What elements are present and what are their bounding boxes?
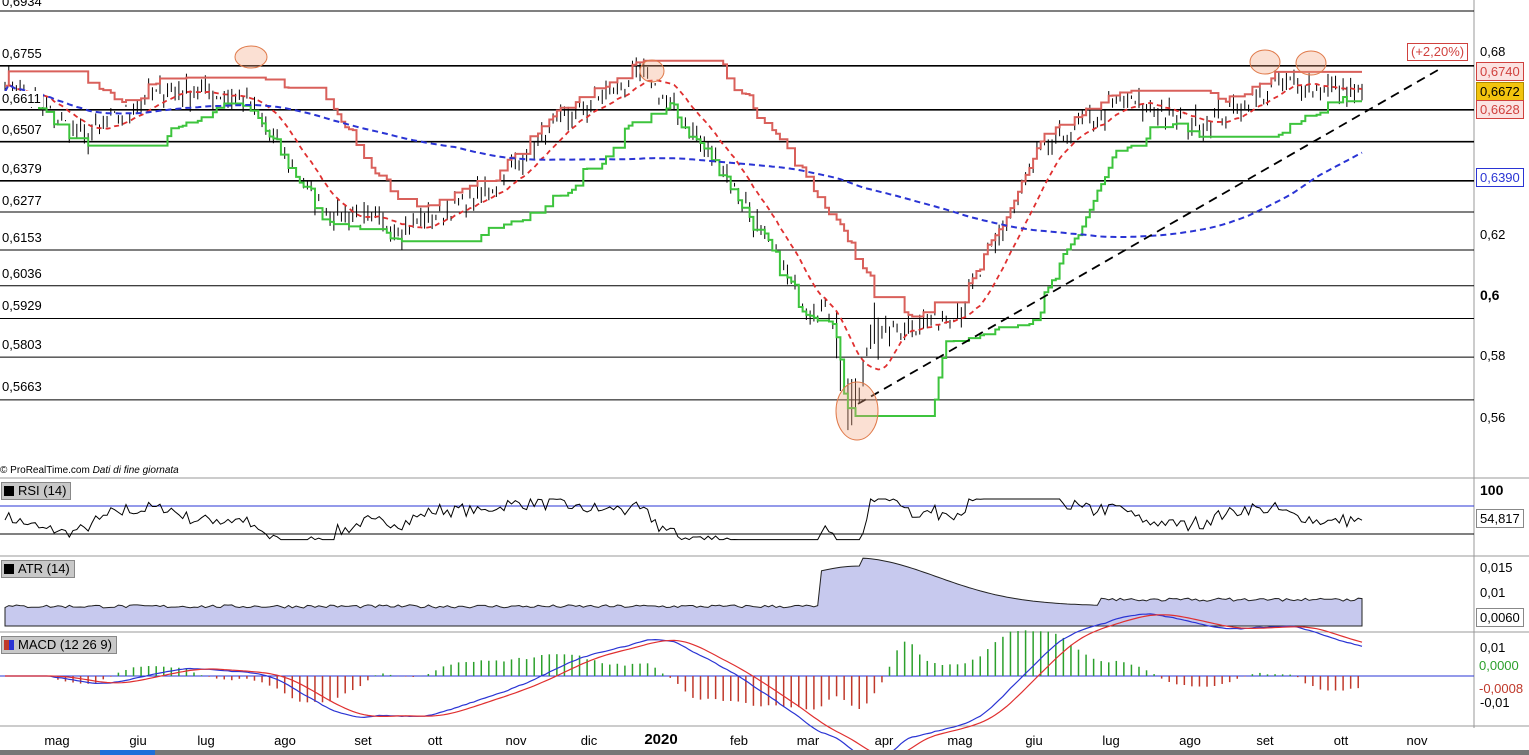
x-tick-label: 2020 bbox=[644, 731, 678, 748]
level-label: 0,5929 bbox=[0, 298, 44, 314]
moving-average-badge: 0,6390 bbox=[1476, 168, 1524, 187]
x-tick-label: nov bbox=[1406, 733, 1428, 748]
rsi-axis-top: 100 bbox=[1480, 482, 1504, 498]
highlight-ellipse bbox=[234, 45, 268, 69]
rsi-label[interactable]: RSI (14) bbox=[1, 482, 72, 500]
atr-tick-label: 0,015 bbox=[1480, 560, 1513, 575]
upper-band-badge: 0,6740 bbox=[1476, 62, 1524, 81]
macd-signal-line bbox=[5, 614, 1363, 755]
trend-line bbox=[857, 68, 1441, 405]
short-ma-line bbox=[4, 79, 1363, 371]
level-label: 0,5803 bbox=[0, 337, 44, 353]
highlight-ellipse bbox=[835, 381, 879, 441]
macd-tick-label: -0,01 bbox=[1480, 695, 1510, 710]
x-tick-label: giu bbox=[129, 733, 147, 748]
atr-area bbox=[4, 557, 1363, 627]
macd-label[interactable]: MACD (12 26 9) bbox=[1, 636, 117, 654]
y-tick-label: 0,56 bbox=[1480, 410, 1506, 425]
upper-band-line bbox=[5, 59, 1362, 318]
x-tick-label: ott bbox=[1333, 733, 1349, 748]
highlight-ellipse bbox=[639, 59, 665, 83]
rsi-value-badge: 54,817 bbox=[1476, 509, 1524, 528]
macd-square-icon bbox=[4, 640, 14, 650]
macd-line bbox=[5, 613, 1363, 755]
x-tick-label: ago bbox=[1179, 733, 1201, 748]
change-percent-badge: (+2,20%) bbox=[1407, 43, 1469, 61]
y-tick-label: 0,6 bbox=[1480, 287, 1500, 303]
highlight-ellipse bbox=[1249, 49, 1281, 75]
close-price-badge: 0,6672 bbox=[1476, 82, 1524, 101]
long-ma-line bbox=[4, 83, 1363, 238]
rsi-square-icon bbox=[4, 486, 14, 496]
level-label: 0,6507 bbox=[0, 122, 44, 138]
x-tick-label: mag bbox=[44, 733, 70, 748]
horizontal-scrollbar[interactable] bbox=[0, 750, 1529, 755]
level-label: 0,6934 bbox=[0, 0, 44, 10]
level-label: 0,6755 bbox=[0, 46, 44, 62]
level-label: 0,6611 bbox=[0, 91, 43, 107]
y-tick-label: 0,58 bbox=[1480, 348, 1506, 363]
x-tick-label: set bbox=[1256, 733, 1274, 748]
x-tick-label: mar bbox=[796, 733, 820, 748]
level-label: 0,6036 bbox=[0, 266, 44, 282]
macd-tick-label: 0,01 bbox=[1480, 640, 1506, 655]
x-tick-label: lug bbox=[197, 733, 215, 748]
level-label: 0,6277 bbox=[0, 193, 44, 209]
lower-band-badge: 0,6628 bbox=[1476, 100, 1524, 119]
x-tick-label: dic bbox=[580, 733, 598, 748]
level-label: 0,6153 bbox=[0, 230, 44, 246]
macd-signal-badge: -0,0008 bbox=[1476, 680, 1527, 697]
scrollbar-thumb[interactable] bbox=[100, 750, 155, 755]
level-label: 0,6379 bbox=[0, 161, 44, 177]
lower-band-line bbox=[5, 93, 1362, 417]
macd-value-badge: 0,0000 bbox=[1476, 657, 1522, 674]
atr-label[interactable]: ATR (14) bbox=[1, 560, 75, 578]
x-tick-label: nov bbox=[505, 733, 527, 748]
x-tick-label: apr bbox=[874, 733, 894, 748]
y-tick-label: 0,68 bbox=[1480, 44, 1506, 59]
y-tick-label: 0,62 bbox=[1480, 227, 1506, 242]
x-tick-label: feb bbox=[729, 733, 749, 748]
x-tick-label: lug bbox=[1102, 733, 1120, 748]
x-tick-label: ago bbox=[274, 733, 296, 748]
x-tick-label: mag bbox=[947, 733, 973, 748]
source-note: © ProRealTime.com Dati di fine giornata bbox=[0, 465, 179, 476]
highlight-ellipse bbox=[1295, 50, 1327, 76]
atr-value-badge: 0,0060 bbox=[1476, 608, 1524, 627]
x-tick-label: ott bbox=[427, 733, 443, 748]
x-tick-label: giu bbox=[1025, 733, 1043, 748]
atr-tick-label: 0,01 bbox=[1480, 585, 1506, 600]
level-label: 0,5663 bbox=[0, 379, 44, 395]
atr-square-icon bbox=[4, 564, 14, 574]
x-tick-label: set bbox=[354, 733, 372, 748]
rsi-line bbox=[4, 497, 1363, 541]
